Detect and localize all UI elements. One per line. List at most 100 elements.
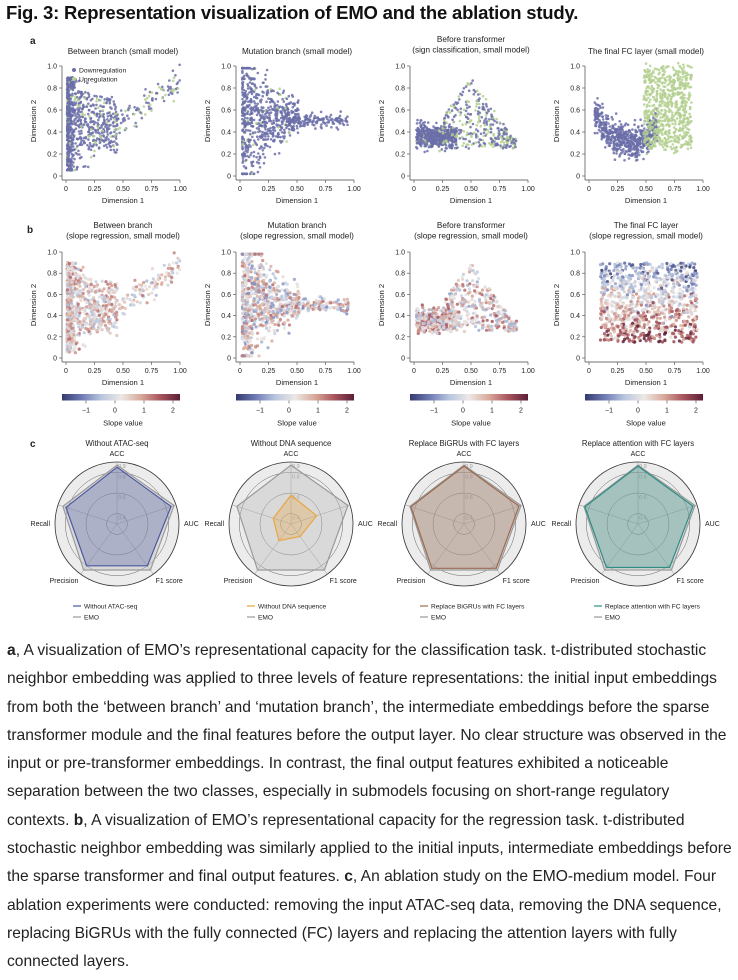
upregulation-point bbox=[469, 119, 473, 122]
slope-point bbox=[100, 279, 104, 283]
slope-point bbox=[74, 312, 78, 316]
downregulation-point bbox=[257, 130, 260, 134]
upregulation-point bbox=[92, 134, 96, 138]
downregulation-point bbox=[448, 134, 451, 138]
upregulation-point bbox=[654, 100, 658, 103]
downregulation-point bbox=[80, 143, 84, 146]
downregulation-point bbox=[273, 126, 276, 129]
downregulation-point bbox=[466, 112, 470, 116]
upregulation-point bbox=[112, 145, 116, 148]
downregulation-point bbox=[170, 92, 174, 95]
downregulation-point bbox=[78, 106, 82, 110]
downregulation-point bbox=[601, 102, 604, 106]
upregulation-point bbox=[679, 96, 682, 99]
upregulation-point bbox=[662, 67, 665, 71]
downregulation-point bbox=[80, 139, 83, 142]
downregulation-point bbox=[262, 161, 266, 165]
slope-point bbox=[128, 297, 132, 302]
downregulation-point bbox=[257, 152, 260, 155]
downregulation-point bbox=[432, 125, 435, 128]
downregulation-point bbox=[85, 123, 89, 127]
panel-label-a: a bbox=[30, 36, 36, 47]
downregulation-point bbox=[107, 119, 111, 123]
downregulation-point bbox=[259, 85, 262, 89]
y-tick-label: 0.8 bbox=[395, 86, 405, 93]
downregulation-point bbox=[485, 111, 489, 115]
upregulation-point bbox=[663, 148, 666, 151]
downregulation-point bbox=[254, 142, 258, 145]
slope-point bbox=[177, 258, 181, 262]
downregulation-point bbox=[496, 135, 500, 138]
downregulation-point bbox=[489, 130, 493, 134]
upregulation-point bbox=[666, 96, 669, 99]
downregulation-point bbox=[432, 139, 435, 142]
downregulation-point bbox=[274, 116, 278, 120]
downregulation-point bbox=[243, 153, 246, 156]
slope-point bbox=[72, 339, 76, 343]
downregulation-point bbox=[66, 138, 69, 142]
upregulation-point bbox=[674, 127, 678, 131]
downregulation-point bbox=[76, 165, 79, 169]
downregulation-point bbox=[614, 123, 617, 126]
downregulation-point bbox=[285, 97, 289, 101]
slope-point bbox=[71, 323, 75, 328]
downregulation-point bbox=[281, 97, 284, 101]
upregulation-point bbox=[643, 110, 646, 114]
upregulation-legend-marker bbox=[72, 77, 76, 81]
downregulation-point bbox=[66, 106, 69, 110]
upregulation-point bbox=[653, 106, 657, 110]
upregulation-point bbox=[671, 113, 674, 117]
downregulation-point bbox=[98, 141, 102, 145]
upregulation-point bbox=[671, 136, 674, 139]
upregulation-point bbox=[686, 131, 689, 135]
downregulation-point bbox=[341, 119, 344, 122]
downregulation-point bbox=[241, 102, 245, 105]
downregulation-point bbox=[609, 139, 613, 142]
downregulation-point bbox=[425, 142, 429, 145]
downregulation-point bbox=[262, 138, 265, 141]
upregulation-point bbox=[685, 76, 688, 80]
downregulation-point bbox=[88, 141, 92, 145]
downregulation-point bbox=[81, 103, 85, 107]
upregulation-point bbox=[654, 81, 657, 84]
y-tick-label: 1.0 bbox=[570, 64, 580, 71]
downregulation-point bbox=[105, 130, 109, 134]
downregulation-point bbox=[600, 111, 604, 114]
slope-point bbox=[70, 266, 74, 270]
downregulation-point bbox=[426, 149, 429, 153]
downregulation-point bbox=[72, 145, 75, 148]
x-tick-label: 1.00 bbox=[173, 368, 187, 375]
downregulation-point bbox=[270, 132, 273, 136]
upregulation-point bbox=[671, 122, 674, 126]
upregulation-point bbox=[677, 74, 680, 78]
slope-point bbox=[96, 300, 100, 304]
downregulation-point bbox=[299, 121, 303, 125]
downregulation-point bbox=[596, 111, 599, 115]
x-tick-label: 1.00 bbox=[173, 186, 187, 193]
upregulation-point bbox=[658, 119, 662, 122]
downregulation-point bbox=[106, 115, 110, 118]
upregulation-point bbox=[659, 104, 663, 108]
downregulation-point bbox=[264, 73, 267, 77]
upregulation-point bbox=[449, 104, 453, 107]
upregulation-point bbox=[665, 116, 669, 119]
downregulation-point bbox=[512, 141, 516, 145]
scatter-title: Between branch bbox=[93, 221, 153, 230]
downregulation-point bbox=[467, 147, 471, 150]
downregulation-point bbox=[77, 149, 80, 153]
downregulation-point bbox=[633, 139, 637, 142]
downregulation-point bbox=[244, 99, 247, 103]
upregulation-point bbox=[652, 95, 655, 99]
upregulation-point bbox=[655, 97, 658, 101]
slope-point bbox=[79, 268, 83, 272]
upregulation-point bbox=[488, 141, 491, 145]
downregulation-point bbox=[76, 115, 79, 119]
downregulation-point bbox=[161, 85, 164, 89]
upregulation-point bbox=[441, 127, 445, 130]
upregulation-point bbox=[484, 97, 488, 101]
downregulation-point bbox=[419, 144, 423, 148]
upregulation-point bbox=[648, 100, 651, 104]
downregulation-point bbox=[613, 158, 617, 161]
